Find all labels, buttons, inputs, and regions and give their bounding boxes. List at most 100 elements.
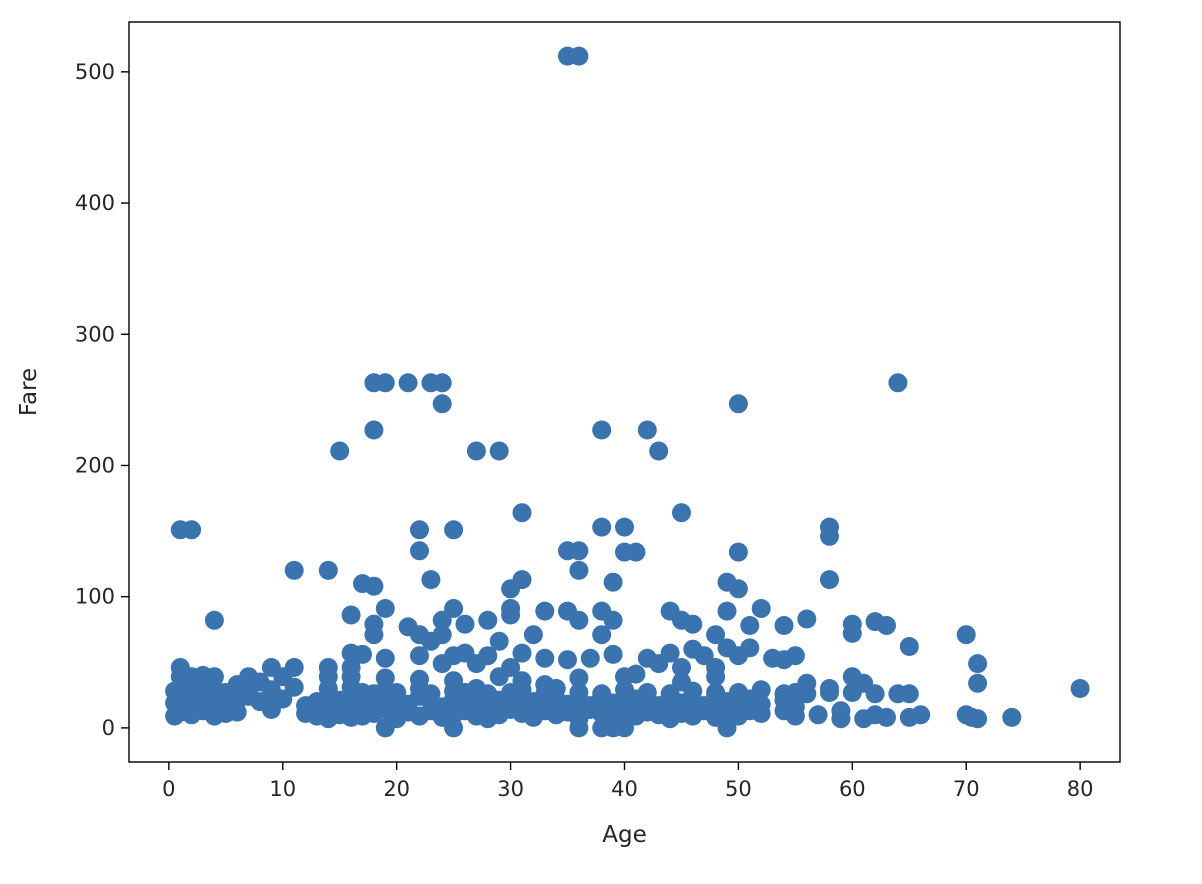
data-point xyxy=(444,718,464,738)
data-point xyxy=(899,637,919,656)
data-point xyxy=(831,709,851,729)
data-point xyxy=(842,683,862,702)
x-tick-label: 30 xyxy=(497,777,524,801)
data-point xyxy=(364,576,384,596)
data-point xyxy=(455,614,475,634)
data-point xyxy=(865,684,885,704)
data-point xyxy=(592,517,612,537)
data-point xyxy=(489,441,509,461)
data-point xyxy=(489,631,509,651)
data-point xyxy=(820,570,839,590)
data-point xyxy=(512,643,532,663)
y-axis-ticks: 0 100 200 300 400 500 xyxy=(75,60,129,740)
y-tick-label: 200 xyxy=(75,453,115,477)
data-point xyxy=(432,394,452,414)
data-point xyxy=(558,650,577,670)
data-point xyxy=(774,616,794,635)
data-point xyxy=(523,625,543,645)
x-tick-label: 40 xyxy=(611,777,638,801)
data-point xyxy=(512,503,532,523)
x-tick-label: 0 xyxy=(162,777,175,801)
data-point xyxy=(261,700,281,719)
data-point xyxy=(717,718,737,738)
data-point xyxy=(432,373,452,393)
data-point xyxy=(182,520,202,540)
data-point xyxy=(444,520,464,540)
data-point xyxy=(421,631,441,651)
data-point xyxy=(728,542,748,562)
data-point xyxy=(717,601,737,621)
data-point xyxy=(592,625,612,645)
data-point xyxy=(785,706,805,726)
data-point xyxy=(535,601,555,621)
data-point xyxy=(899,684,919,704)
data-point xyxy=(341,605,361,625)
data-point xyxy=(888,373,908,393)
data-point xyxy=(318,679,338,698)
data-point xyxy=(375,718,395,738)
data-point xyxy=(569,668,589,688)
data-point xyxy=(501,605,521,625)
data-point xyxy=(706,667,726,687)
data-point xyxy=(683,614,703,634)
data-point xyxy=(444,599,464,618)
data-point xyxy=(284,677,304,697)
x-tick-label: 10 xyxy=(269,777,296,801)
y-tick-label: 300 xyxy=(75,322,115,346)
data-point xyxy=(592,420,612,440)
x-axis-ticks: 0 10 20 30 40 50 60 70 80 xyxy=(162,762,1093,801)
data-point xyxy=(398,373,418,393)
data-point xyxy=(466,441,486,461)
data-point xyxy=(637,420,657,440)
data-point xyxy=(877,616,896,635)
data-point xyxy=(877,707,896,727)
data-point xyxy=(580,648,600,668)
data-point xyxy=(956,625,976,645)
y-tick-label: 0 xyxy=(102,716,115,740)
data-point xyxy=(615,517,634,537)
data-point xyxy=(569,718,589,738)
data-point xyxy=(603,572,623,592)
data-point xyxy=(672,503,691,523)
data-point xyxy=(364,420,384,440)
data-point xyxy=(649,441,669,461)
data-point xyxy=(842,623,862,643)
points-layer xyxy=(165,46,1090,738)
data-point xyxy=(569,541,589,561)
data-point xyxy=(421,570,441,590)
data-point xyxy=(820,526,839,546)
data-point xyxy=(797,609,817,629)
data-point xyxy=(603,644,623,664)
y-tick-label: 100 xyxy=(75,585,115,609)
data-point xyxy=(728,579,748,599)
data-point xyxy=(569,610,589,630)
data-point xyxy=(489,667,509,687)
data-point xyxy=(660,643,680,663)
data-point xyxy=(785,646,805,666)
data-point xyxy=(728,646,748,666)
data-point xyxy=(375,373,395,393)
data-point xyxy=(478,709,498,729)
data-point xyxy=(330,441,350,461)
data-point xyxy=(284,560,304,580)
data-point xyxy=(535,648,555,668)
x-tick-label: 20 xyxy=(383,777,410,801)
y-tick-label: 400 xyxy=(75,191,115,215)
data-point xyxy=(432,654,452,674)
data-point xyxy=(603,610,623,630)
data-point xyxy=(626,542,646,562)
data-point xyxy=(318,709,338,729)
data-point xyxy=(820,683,839,702)
y-axis-label: Fare xyxy=(16,368,42,416)
data-point xyxy=(375,599,395,618)
data-point xyxy=(808,705,828,725)
data-point xyxy=(706,625,726,645)
data-point xyxy=(968,709,988,729)
data-point xyxy=(410,520,429,540)
data-point xyxy=(466,654,486,674)
data-point xyxy=(1002,707,1022,727)
data-point xyxy=(660,709,680,729)
x-tick-label: 80 xyxy=(1067,777,1094,801)
